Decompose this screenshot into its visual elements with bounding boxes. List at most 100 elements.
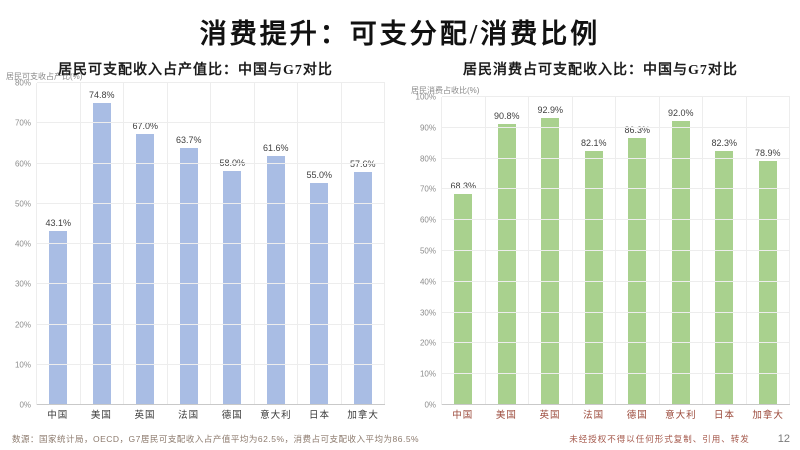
y-axis-tick: 20% xyxy=(14,320,31,329)
x-axis-label: 美国 xyxy=(495,411,517,421)
y-axis-tick: 50% xyxy=(14,199,31,209)
gridline xyxy=(442,342,790,344)
bar-value-label: 67.0% xyxy=(132,121,159,132)
bar-column: 82.1% xyxy=(573,97,616,405)
bar-value-label: 92.0% xyxy=(667,107,694,118)
gridline xyxy=(37,122,385,124)
bar-column: 55.0% xyxy=(298,83,342,405)
bar xyxy=(497,124,516,404)
bar-value-label: 90.8% xyxy=(493,111,520,122)
plot-area: 68.3% 90.8% 92.9% 82.1% 86.3% 92.0% 82.3% 78.9% xyxy=(441,96,790,405)
bar xyxy=(628,138,647,404)
bar xyxy=(715,150,734,404)
copyright-footnote: 未经授权不得以任何形式复制、引用、转发 xyxy=(569,434,750,444)
bar-value-label: 82.1% xyxy=(580,138,607,149)
gridline xyxy=(37,162,385,164)
bar xyxy=(310,182,329,404)
bar-column: 67.0% xyxy=(124,83,168,405)
x-axis-label: 法国 xyxy=(583,411,605,421)
bar xyxy=(92,102,111,404)
x-axis-label: 法国 xyxy=(178,411,200,421)
bar xyxy=(353,172,372,404)
y-axis-tick: 100% xyxy=(415,92,436,102)
footer-right: 未经授权不得以任何形式复制、引用、转发 12 xyxy=(569,433,790,445)
y-axis-tick: 80% xyxy=(419,154,436,164)
chart-disposable-income: 居民可支收占产比(%) 居民可支配收入占产值比：中国与G7对比 0% 10% 20%… xyxy=(6,53,385,423)
y-axis-tick: 60% xyxy=(419,215,436,225)
x-axis-line xyxy=(37,404,385,405)
x-axis-label: 英国 xyxy=(134,411,156,421)
bar-column: 58.0% xyxy=(211,83,255,405)
bar xyxy=(454,193,473,404)
x-axis-label: 德国 xyxy=(221,411,243,421)
y-axis-tick: 40% xyxy=(14,239,31,249)
x-axis-label: 美国 xyxy=(90,411,112,421)
bar-value-label: 82.3% xyxy=(711,137,738,148)
y-axis-tick: 70% xyxy=(419,184,436,194)
source-footnote: 数源：国家统计局，OECD，G7居民可支配收入占产值平均为62.5%，消费占可支… xyxy=(12,434,420,444)
x-axis: 中国 美国 英国 法国 德国 意大利 日本 加拿大 xyxy=(441,405,790,423)
y-axis: 0% 10% 20% 30% 40% 50% 60% 70% 80% xyxy=(6,79,36,410)
bar-column: 82.3% xyxy=(703,97,747,405)
bar-column: 57.6% xyxy=(342,83,385,405)
gridline xyxy=(37,202,385,204)
chart-title: 居民消费占可支配收入比：中国与G7对比 xyxy=(463,63,738,78)
y-axis-tick: 40% xyxy=(419,277,436,287)
x-axis-label: 意大利 xyxy=(260,411,292,421)
bar xyxy=(223,170,242,404)
bar xyxy=(758,161,777,404)
gridline xyxy=(442,311,790,313)
bar-value-label: 86.3% xyxy=(624,125,651,136)
gridline xyxy=(37,283,385,285)
chart-consumption-ratio: 居民消费占收比(%) 居民消费占可支配收入比：中国与G7对比 0% 10% 20% 3… xyxy=(411,53,790,423)
bar-series: 43.1% 74.8% 67.0% 63.7% 58.0% 61.6% 55.0% 57.6% xyxy=(37,83,385,405)
bar-column: 90.8% xyxy=(486,97,529,405)
x-axis-label: 日本 xyxy=(714,411,736,421)
y-axis-tick: 10% xyxy=(14,360,31,370)
bar-value-label: 78.9% xyxy=(754,148,781,158)
charts-row: 居民可支收占产比(%) 居民可支配收入占产值比：中国与G7对比 0% 10% 20%… xyxy=(0,53,800,423)
gridline xyxy=(442,96,790,97)
y-axis-tick: 50% xyxy=(419,246,436,256)
bar-column: 78.9% xyxy=(747,97,790,405)
bar-column: 74.8% xyxy=(81,83,124,405)
gridline xyxy=(442,188,790,190)
bar-value-label: 57.6% xyxy=(349,159,376,170)
bar-column: 86.3% xyxy=(616,97,660,405)
page-number: 12 xyxy=(777,433,790,445)
bar xyxy=(49,230,68,404)
gridline xyxy=(442,280,790,282)
x-axis-label: 德国 xyxy=(626,411,648,421)
x-axis-label: 英国 xyxy=(539,411,561,421)
plot-wrap: 0% 10% 20% 30% 40% 50% 60% 70% 80% 90% 100% 68.3% 9… xyxy=(411,93,790,410)
y-axis-label: 居民可支收占产比(%) xyxy=(6,72,83,81)
y-axis-tick: 30% xyxy=(419,308,436,318)
gridline xyxy=(37,82,385,83)
bar-column: 68.3% xyxy=(442,97,486,405)
x-axis-label: 中国 xyxy=(47,411,69,421)
x-axis-line xyxy=(442,404,790,405)
y-axis-tick: 20% xyxy=(419,338,436,348)
bar-value-label: 74.8% xyxy=(88,89,115,100)
gridline xyxy=(37,323,385,325)
slide-title: 消费提升：可支分配/消费比例 xyxy=(199,19,601,49)
bar xyxy=(584,151,603,404)
plot-area: 43.1% 74.8% 67.0% 63.7% 58.0% 61.6% 55.0% 57.6% xyxy=(36,82,385,405)
gridline xyxy=(37,363,385,365)
bar-column: 92.0% xyxy=(660,97,703,405)
x-axis-label: 加拿大 xyxy=(347,411,379,421)
gridline xyxy=(442,373,790,375)
bar-value-label: 68.3% xyxy=(450,180,477,191)
bar-column: 43.1% xyxy=(37,83,81,405)
x-axis-label: 日本 xyxy=(309,411,331,421)
x-axis-label: 加拿大 xyxy=(752,411,784,421)
gridline xyxy=(442,157,790,159)
y-axis-tick: 10% xyxy=(419,369,436,379)
y-axis-tick: 60% xyxy=(14,159,31,168)
y-axis-tick: 0% xyxy=(19,400,31,410)
bar-column: 61.6% xyxy=(255,83,298,405)
y-axis-tick: 0% xyxy=(424,400,436,410)
y-axis-label: 居民消费占收比(%) xyxy=(411,86,480,95)
y-axis-tick: 30% xyxy=(14,279,31,289)
